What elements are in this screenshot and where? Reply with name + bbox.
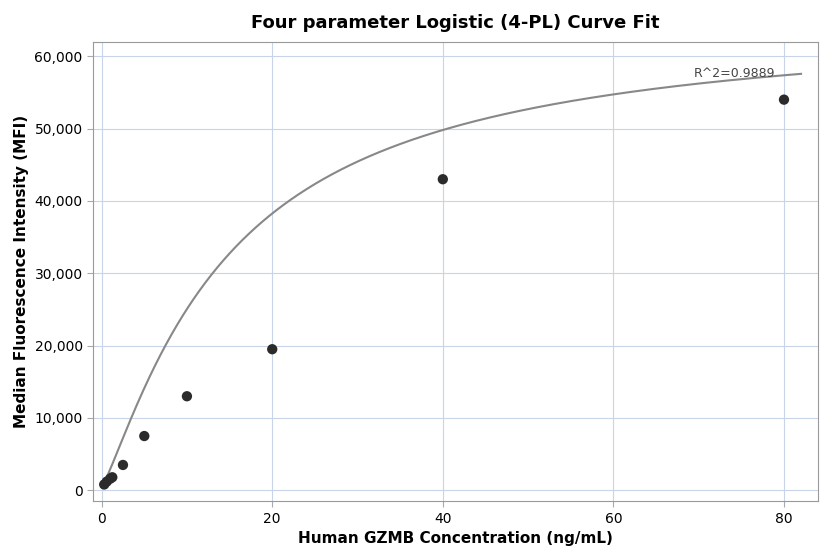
Point <box>181 392 194 401</box>
Point <box>103 474 116 483</box>
Title: Four parameter Logistic (4-PL) Curve Fit: Four parameter Logistic (4-PL) Curve Fit <box>251 14 660 32</box>
X-axis label: Human GZMB Concentration (ng/mL): Human GZMB Concentration (ng/mL) <box>298 531 613 546</box>
Point <box>116 460 130 469</box>
Text: R^2=0.9889: R^2=0.9889 <box>694 67 775 80</box>
Point <box>100 477 113 486</box>
Y-axis label: Median Fluorescence Intensity (MFI): Median Fluorescence Intensity (MFI) <box>14 115 29 428</box>
Point <box>97 480 111 489</box>
Point <box>137 432 151 441</box>
Point <box>436 175 449 184</box>
Point <box>265 345 279 354</box>
Point <box>106 473 119 482</box>
Point <box>777 95 790 104</box>
